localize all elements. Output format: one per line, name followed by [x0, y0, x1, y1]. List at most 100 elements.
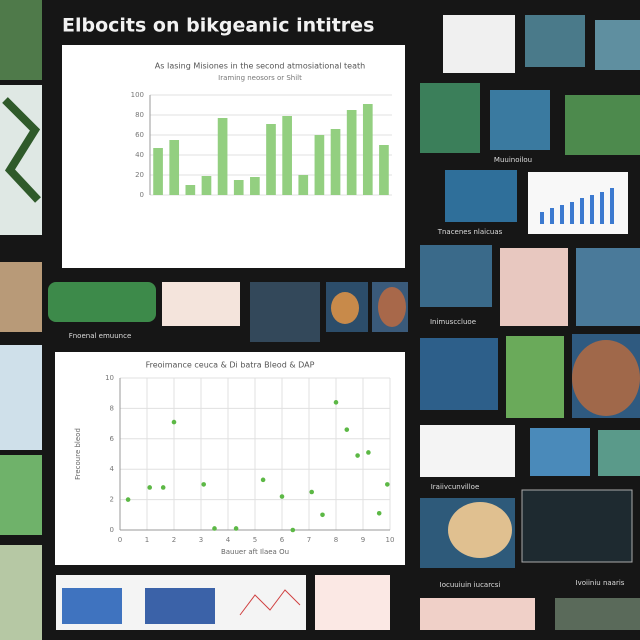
image [525, 15, 585, 67]
point [279, 494, 285, 499]
bar [217, 118, 228, 195]
point [160, 485, 166, 490]
point [366, 450, 371, 455]
image-detail [145, 588, 215, 624]
x-tick-label: 8 [334, 536, 338, 544]
bar [185, 185, 196, 195]
image [315, 575, 390, 630]
image [420, 598, 535, 630]
point [355, 453, 360, 458]
bar [314, 135, 325, 195]
caption: Ivoiiniu naaris [576, 579, 625, 587]
image [506, 336, 564, 418]
bar [379, 145, 389, 195]
image [595, 20, 640, 70]
image [565, 95, 640, 155]
caption: Fnoenal emuunce [69, 332, 132, 340]
point [212, 526, 217, 531]
x-tick-label: 7 [307, 536, 311, 544]
y-tick-label: 6 [110, 435, 115, 443]
image [420, 338, 498, 410]
y-axis-label: Frecoure bleod [74, 428, 82, 480]
image [420, 245, 492, 307]
bar [282, 116, 292, 195]
x-tick-label: 10 [386, 536, 395, 544]
image [0, 262, 42, 332]
bar [233, 180, 244, 195]
y-tick-label: 0 [110, 526, 114, 534]
bar [266, 124, 276, 195]
y-tick-label: 2 [110, 496, 114, 504]
image [250, 282, 320, 342]
bar [362, 104, 373, 195]
x-tick-label: 2 [172, 536, 176, 544]
x-tick-label: 5 [253, 536, 257, 544]
point [125, 497, 131, 502]
point [344, 427, 350, 432]
image-detail [62, 588, 122, 624]
caption: Iocuuiuin iucarcsi [440, 581, 501, 589]
bar [153, 148, 163, 195]
image [598, 430, 640, 476]
bar [250, 177, 260, 195]
y-tick-label: 0 [140, 191, 144, 199]
image [0, 545, 42, 640]
image [490, 90, 550, 150]
caption: Iraiivcunvilloe [431, 483, 480, 491]
image [445, 170, 517, 222]
image [162, 282, 240, 326]
image-detail [540, 188, 614, 224]
bar [298, 175, 309, 195]
y-tick-label: 10 [105, 374, 114, 382]
caption: Muuinoilou [494, 156, 532, 164]
image-detail [2, 97, 41, 203]
image-detail [239, 589, 301, 616]
bar [330, 129, 341, 195]
chart-title: Freoimance ceuca & Di batra Bleod & DAP [146, 361, 315, 370]
y-tick-label: 20 [135, 171, 144, 179]
image [0, 85, 42, 235]
x-tick-label: 3 [199, 536, 203, 544]
x-tick-label: 0 [118, 536, 122, 544]
bar [169, 140, 180, 195]
y-tick-label: 60 [135, 131, 144, 139]
image [0, 455, 42, 535]
point [290, 527, 296, 533]
poster-title: Elbocits on bikgeanic intitres [62, 15, 374, 37]
image-detail [572, 340, 640, 416]
point [201, 482, 206, 487]
image [555, 598, 640, 630]
chart-subtitle: Iraming neosors or Shilt [218, 74, 302, 82]
image [420, 83, 480, 153]
image [530, 428, 590, 476]
bar [201, 176, 212, 195]
x-tick-label: 9 [361, 536, 365, 544]
y-tick-label: 100 [131, 91, 144, 99]
image [0, 345, 42, 450]
x-tick-label: 6 [280, 536, 285, 544]
y-tick-label: 80 [135, 111, 144, 119]
x-tick-label: 4 [226, 536, 231, 544]
y-tick-label: 4 [110, 465, 115, 473]
x-tick-label: 1 [145, 536, 149, 544]
point [333, 400, 339, 405]
bar [346, 110, 357, 195]
image [48, 282, 156, 322]
image-detail [448, 502, 512, 558]
y-tick-label: 8 [110, 404, 114, 412]
image [500, 248, 568, 326]
point [309, 489, 315, 495]
image-detail [378, 287, 406, 327]
point [171, 419, 177, 425]
point [320, 512, 325, 518]
chart-panel [55, 352, 405, 565]
y-tick-label: 40 [135, 151, 144, 159]
caption: Tnacenes nlaicuas [437, 228, 503, 236]
image [521, 489, 633, 563]
point [385, 482, 390, 487]
image [420, 425, 515, 477]
chart-title: As Iasing Misiones in the second atmosia… [155, 62, 365, 71]
image [576, 248, 640, 326]
point [376, 510, 382, 516]
